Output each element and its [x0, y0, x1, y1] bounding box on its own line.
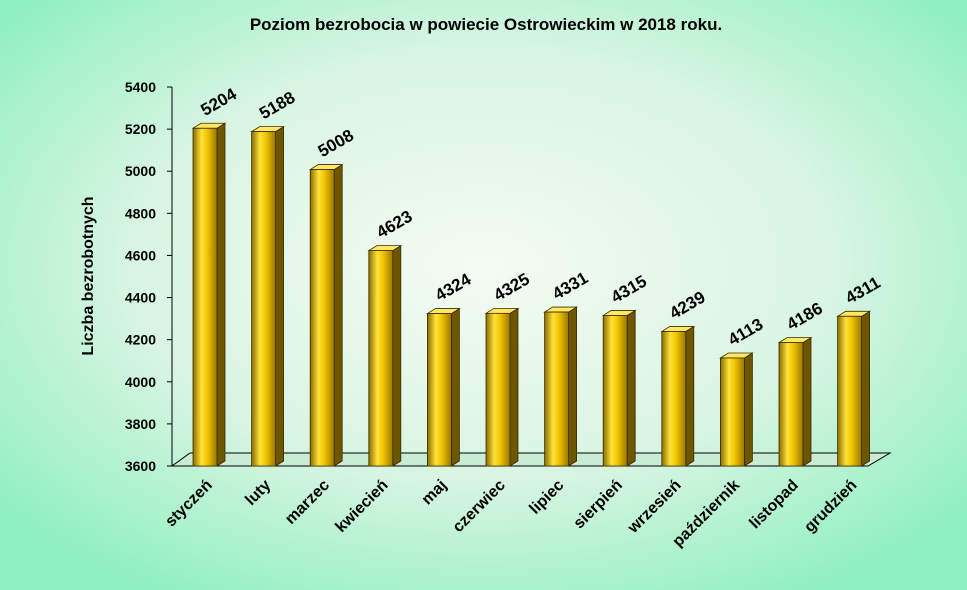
y-tick-label: 3600 — [125, 458, 156, 474]
y-tick-label: 4200 — [125, 332, 156, 348]
bar — [485, 312, 511, 467]
bar — [661, 331, 687, 467]
y-tick-label: 4800 — [125, 205, 156, 221]
bar — [368, 250, 394, 467]
bar — [192, 127, 218, 467]
chart-title: Poziom bezrobocia w powiecie Ostrowiecki… — [250, 15, 722, 34]
bar — [720, 357, 745, 467]
bar-side — [861, 310, 870, 467]
bar — [778, 342, 804, 467]
bar-side — [450, 307, 460, 467]
bar-side — [744, 352, 753, 467]
bar — [837, 315, 862, 467]
bar — [602, 315, 628, 467]
bar — [251, 131, 277, 467]
y-tick-label: 3800 — [125, 416, 156, 432]
bar-side — [392, 244, 402, 467]
bar — [426, 313, 452, 467]
y-axis-label: Liczba bezrobotnych — [80, 196, 97, 355]
y-tick-label: 5400 — [125, 79, 156, 95]
y-tick-label: 4600 — [125, 247, 156, 263]
bar-side — [568, 306, 577, 467]
y-tick-label: 5200 — [125, 121, 156, 137]
bar-side — [333, 163, 343, 467]
bar-side — [802, 336, 812, 467]
bar-side — [275, 125, 285, 467]
bar — [309, 169, 335, 467]
bar-side — [626, 309, 636, 467]
bar — [544, 311, 569, 467]
floor — [170, 452, 892, 467]
bar-side — [509, 307, 519, 467]
bar-side — [216, 122, 226, 467]
y-tick-label: 5000 — [125, 163, 156, 179]
y-tick-label: 4400 — [125, 290, 156, 306]
y-tick-label: 4000 — [125, 374, 156, 390]
bar-side — [685, 325, 695, 467]
